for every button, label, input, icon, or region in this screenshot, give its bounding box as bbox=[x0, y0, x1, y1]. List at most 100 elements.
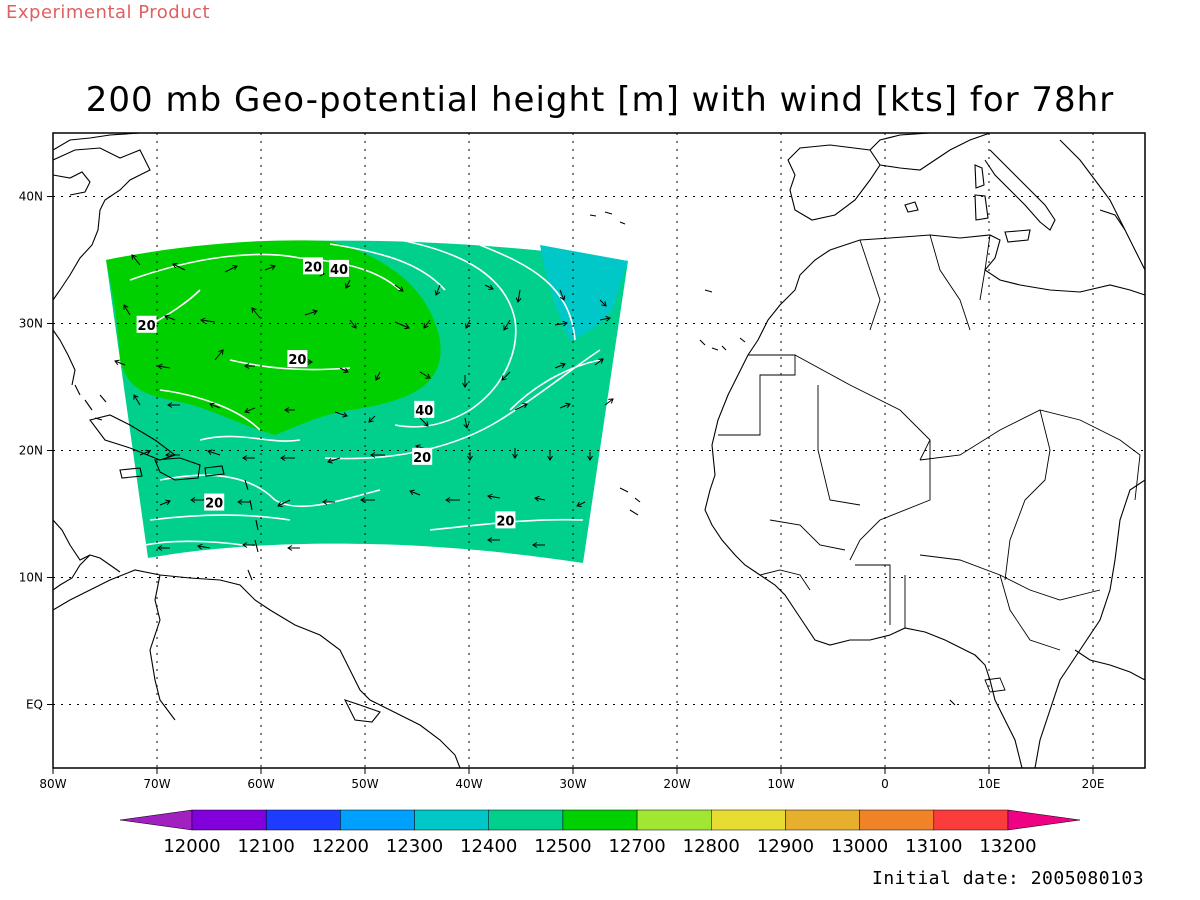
wind-arrow-shaft bbox=[133, 394, 141, 406]
contour-label: 20 bbox=[205, 497, 223, 512]
wind-arrow-shaft bbox=[304, 310, 318, 316]
wind-arrow-head bbox=[503, 325, 509, 331]
wind-arrow-head bbox=[404, 323, 410, 330]
lat-tick-label: 10N bbox=[19, 571, 43, 585]
contour-label: 20 bbox=[288, 353, 306, 368]
wind-arrow-head bbox=[172, 263, 178, 269]
wind-arrow-head bbox=[598, 358, 604, 364]
wind-arrow-head bbox=[532, 542, 538, 548]
colorbar-label: 12400 bbox=[460, 836, 517, 857]
wind-arrow-shaft bbox=[200, 319, 216, 323]
wind-arrow-head bbox=[463, 423, 470, 429]
contour-label: 20 bbox=[304, 260, 322, 275]
wind-arrow-head bbox=[232, 265, 238, 271]
wind-arrow-head bbox=[157, 545, 163, 551]
colorbar-high-triangle bbox=[1007, 809, 1081, 831]
wind-arrow-head bbox=[280, 455, 286, 461]
colorbar-swatch bbox=[711, 809, 786, 831]
colorbar-label: 12100 bbox=[238, 836, 295, 857]
colorbar-swatch bbox=[933, 809, 1009, 831]
wind-arrow-head bbox=[605, 315, 611, 322]
wind-arrow-shaft bbox=[419, 417, 429, 427]
wind-arrow-shaft bbox=[159, 500, 171, 506]
wind-arrow-head bbox=[368, 417, 374, 423]
wind-arrow-shaft bbox=[394, 284, 404, 292]
coastlines bbox=[53, 133, 1145, 768]
wind-arrow-shaft bbox=[599, 317, 611, 321]
wind-arrow-shaft bbox=[114, 360, 126, 366]
wind-arrow-head bbox=[312, 309, 318, 315]
contour-label-bg bbox=[287, 350, 308, 368]
height-fill-high bbox=[106, 240, 441, 435]
wind-arrow-head bbox=[576, 501, 582, 507]
wind-arrow-shaft bbox=[172, 263, 186, 271]
wind-arrow-head bbox=[342, 412, 348, 418]
wind-arrow-shaft bbox=[534, 497, 546, 501]
wind-arrow-head bbox=[165, 499, 171, 506]
wind-arrow-head bbox=[560, 362, 566, 369]
wind-arrow-head bbox=[375, 375, 381, 381]
wind-arrow-head bbox=[133, 394, 139, 400]
wind-arrow-shaft bbox=[487, 495, 501, 499]
colorbar-swatch bbox=[191, 809, 267, 831]
wind-arrow-head bbox=[409, 489, 415, 496]
wind-arrow-head bbox=[445, 497, 451, 503]
graticule bbox=[53, 133, 1145, 768]
wind-arrow-head bbox=[559, 295, 566, 301]
wind-arrow-shaft bbox=[131, 254, 141, 266]
wind-arrow-shaft bbox=[224, 265, 238, 273]
colorbar: 12000 12100 12200 12300 12400 12500 12700 12800… bbox=[119, 809, 1081, 857]
wind-arrow-shaft bbox=[594, 358, 604, 366]
wind-arrow-shaft bbox=[599, 299, 607, 307]
wind-arrow-shaft bbox=[514, 403, 528, 411]
colorbar-swatch bbox=[340, 809, 415, 831]
colorbar-swatch bbox=[488, 809, 564, 831]
wind-arrow-shaft bbox=[409, 490, 421, 496]
wind-arrow-shaft bbox=[139, 450, 151, 456]
wind-arrow-head bbox=[197, 543, 203, 550]
wind-arrow-shaft bbox=[484, 284, 494, 290]
wind-arrow-head bbox=[462, 382, 468, 388]
contour-label: 20 bbox=[496, 514, 514, 529]
colorbar-label: 13100 bbox=[905, 836, 962, 857]
wind-arrow-head bbox=[398, 286, 404, 292]
wind-arrow-shaft bbox=[604, 398, 614, 406]
contour-label: 40 bbox=[330, 263, 348, 278]
wind-arrow-head bbox=[434, 290, 441, 296]
lon-tick-label: 0 bbox=[881, 777, 889, 791]
wind-arrow-head bbox=[534, 495, 540, 502]
wind-arrow-shaft bbox=[349, 319, 357, 329]
colorbar-swatch bbox=[785, 809, 860, 831]
wind-arrow-head bbox=[114, 359, 120, 366]
colorbar-label: 12500 bbox=[534, 836, 591, 857]
wind-arrow-shaft bbox=[501, 371, 511, 381]
wind-arrow-shaft bbox=[559, 403, 571, 409]
wind-arrow-head bbox=[244, 407, 250, 414]
colorbar-label: 13200 bbox=[979, 836, 1036, 857]
wind-arrow-shaft bbox=[264, 265, 276, 271]
wind-arrow-shaft bbox=[375, 371, 381, 381]
lon-tick-label: 10E bbox=[978, 777, 1001, 791]
wind-arrow-head bbox=[601, 301, 607, 307]
wind-arrow-head bbox=[343, 367, 349, 373]
wind-arrow-head bbox=[209, 402, 215, 409]
wind-arrow-head bbox=[547, 455, 553, 461]
lon-tick-label: 50W bbox=[351, 777, 378, 791]
wind-arrow-head bbox=[487, 537, 493, 543]
wind-arrow-shaft bbox=[197, 545, 211, 549]
lat-tick-label: 20N bbox=[19, 444, 43, 458]
wind-arrow-head bbox=[501, 375, 507, 381]
wind-arrow-shaft bbox=[207, 450, 221, 456]
wind-arrow-head bbox=[587, 455, 593, 461]
wind-arrow-head bbox=[131, 254, 137, 260]
wind-arrow-head bbox=[242, 542, 248, 548]
wind-arrow-head bbox=[423, 323, 429, 329]
wind-arrow-head bbox=[345, 283, 351, 289]
experimental-product-label: Experimental Product bbox=[6, 2, 211, 23]
wind-arrow-head bbox=[157, 363, 163, 370]
colorbar-label: 12200 bbox=[312, 836, 369, 857]
wind-arrow-shaft bbox=[465, 319, 471, 329]
colorbar-label: 12900 bbox=[757, 836, 814, 857]
contour-label: 40 bbox=[415, 404, 433, 419]
